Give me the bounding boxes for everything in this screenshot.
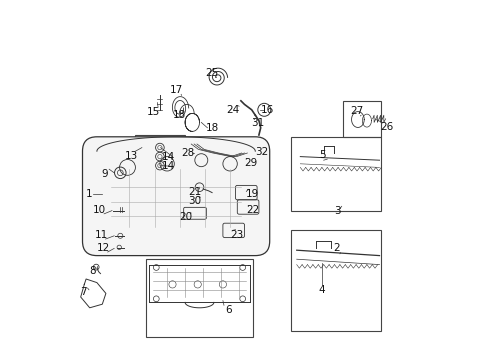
Text: 27: 27 [349, 106, 363, 116]
Text: 25: 25 [204, 68, 218, 78]
Text: 11: 11 [94, 230, 108, 240]
Text: 8: 8 [89, 266, 96, 276]
Text: 23: 23 [229, 230, 243, 240]
Text: 9: 9 [102, 168, 108, 179]
Text: 14: 14 [161, 152, 174, 162]
Text: 28: 28 [181, 148, 194, 158]
Text: 7: 7 [80, 287, 86, 297]
Text: 24: 24 [226, 105, 239, 115]
Text: 18: 18 [206, 123, 219, 133]
Text: 6: 6 [224, 305, 231, 315]
Text: 32: 32 [255, 147, 268, 157]
Text: 5: 5 [319, 150, 325, 160]
Text: 1: 1 [85, 189, 92, 199]
FancyBboxPatch shape [82, 137, 269, 256]
Text: 4: 4 [318, 285, 325, 295]
Text: 30: 30 [188, 196, 201, 206]
Text: 26: 26 [379, 122, 392, 132]
Text: 29: 29 [244, 158, 257, 168]
Text: 3: 3 [333, 206, 340, 216]
Text: 14: 14 [161, 161, 174, 171]
Text: 22: 22 [245, 204, 259, 215]
Text: 17: 17 [170, 85, 183, 95]
Text: 21: 21 [188, 186, 201, 197]
Text: 19: 19 [245, 189, 259, 199]
Text: 20: 20 [179, 212, 192, 222]
Text: 31: 31 [251, 118, 264, 128]
Text: 12: 12 [97, 243, 110, 253]
Text: 2: 2 [332, 243, 339, 253]
Text: 13: 13 [124, 150, 138, 161]
Text: 16: 16 [261, 105, 274, 115]
Text: 18: 18 [172, 110, 185, 120]
Text: 15: 15 [147, 107, 160, 117]
Text: 10: 10 [93, 204, 106, 215]
